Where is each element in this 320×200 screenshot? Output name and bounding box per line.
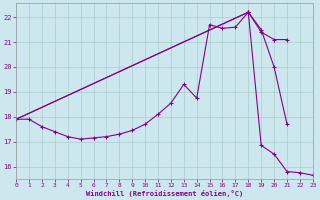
X-axis label: Windchill (Refroidissement éolien,°C): Windchill (Refroidissement éolien,°C) xyxy=(86,190,243,197)
